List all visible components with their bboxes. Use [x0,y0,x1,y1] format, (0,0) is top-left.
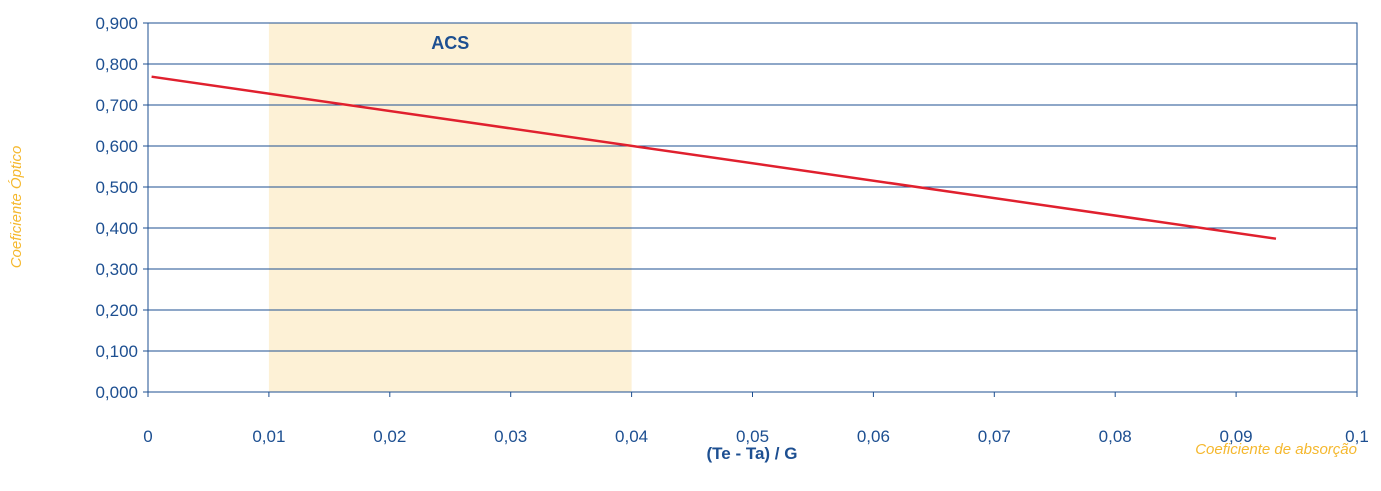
x-tick-label: 0,07 [978,427,1011,446]
y-axis-label: Coeficiente Óptico [8,146,25,269]
x-tick-label: 0,1 [1345,427,1369,446]
x-tick-label: 0,04 [615,427,648,446]
y-tick-label: 0,200 [95,301,138,320]
x-axis-label: (Te - Ta) / G [707,444,798,463]
x-tick-label: 0,08 [1099,427,1132,446]
y-ticks: 0,000 0,100 0,200 0,300 0,400 0,500 0,600 0,700… [95,14,148,402]
x-tick-label: 0,03 [494,427,527,446]
y-tick-label: 0,900 [95,14,138,33]
x-tick-label: 0,09 [1220,427,1253,446]
band-label: ACS [431,33,469,53]
y-tick-label: 0,700 [95,96,138,115]
y-tick-label: 0,500 [95,178,138,197]
y-tick-label: 0,300 [95,260,138,279]
y-tick-label: 0,000 [95,383,138,402]
y-tick-label: 0,100 [95,342,138,361]
x-tick-label: 0 [143,427,152,446]
x-tick-label: 0,06 [857,427,890,446]
x-tick-label: 0,05 [736,427,769,446]
x-ticks: 0 0,01 0,02 0,03 0,04 0,05 0,06 0,07 0,08 0,09 0,1 [143,392,1369,446]
absorption-label: Coeficiente de absorção [1195,441,1357,458]
acs-band [268,23,632,392]
y-tick-label: 0,400 [95,219,138,238]
x-tick-label: 0,02 [373,427,406,446]
y-tick-label: 0,800 [95,55,138,74]
y-tick-label: 0,600 [95,137,138,156]
series-line [151,75,1277,240]
x-tick-label: 0,01 [252,427,285,446]
